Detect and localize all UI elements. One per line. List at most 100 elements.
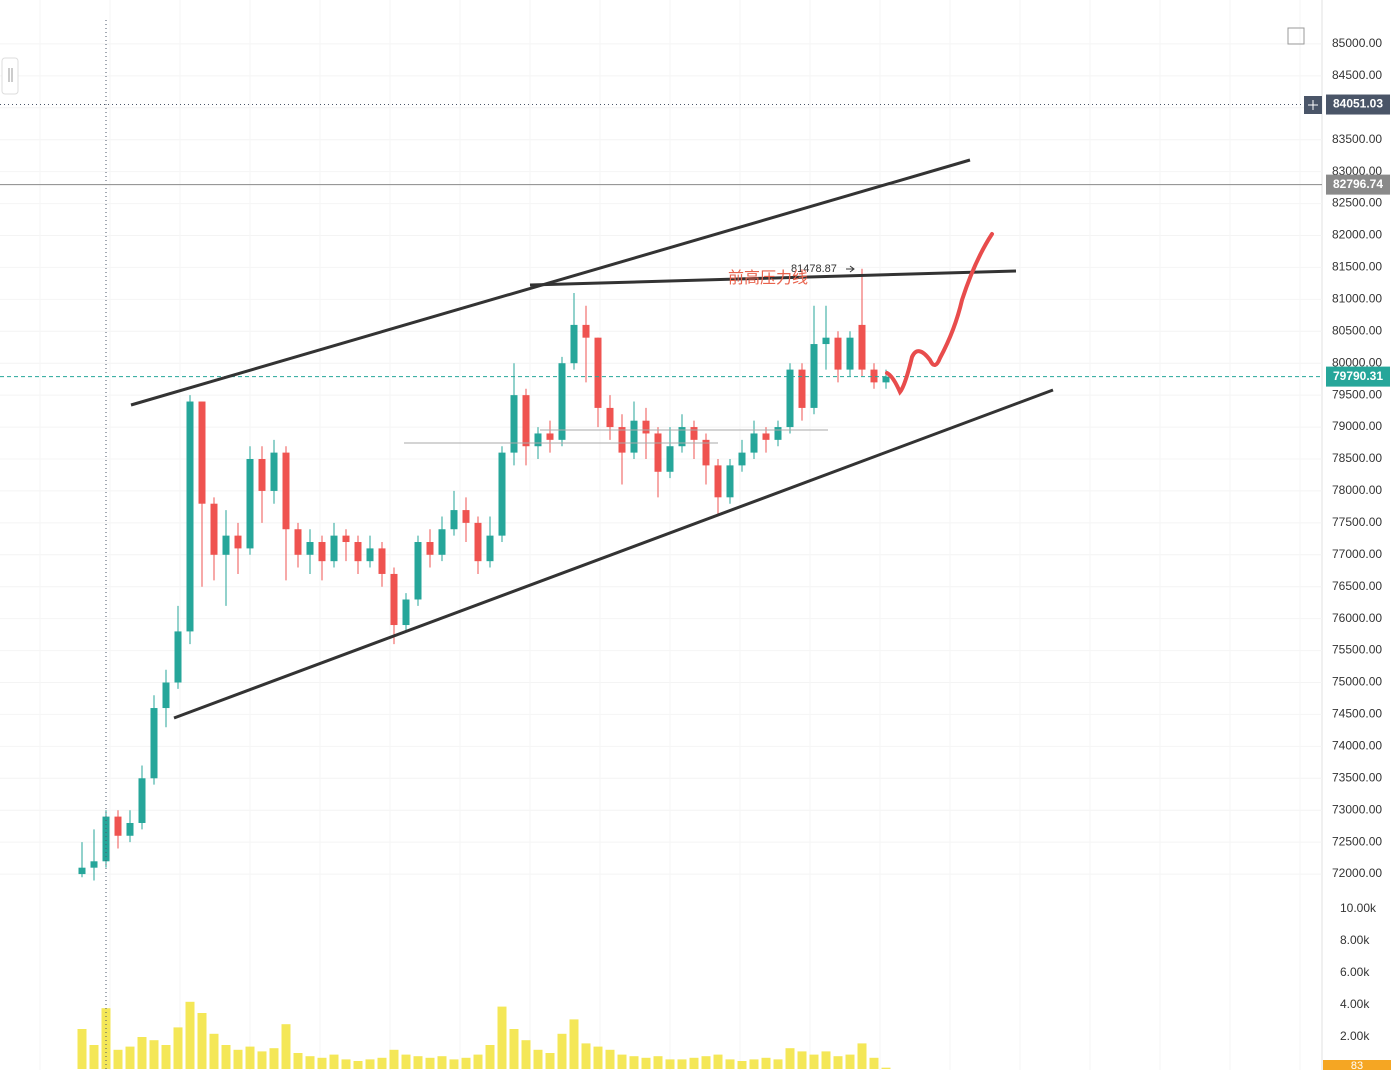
candle-body xyxy=(822,337,830,345)
plot: 81478.87 xyxy=(0,20,1322,1070)
volume-tick-label: 6.00k xyxy=(1340,965,1370,979)
volume-bar xyxy=(437,1056,447,1069)
price-label-box xyxy=(1326,366,1390,387)
candle-body xyxy=(522,395,530,447)
candle-body xyxy=(534,433,542,447)
volume-bar xyxy=(761,1057,771,1069)
candle-body xyxy=(378,548,386,574)
candle-body xyxy=(354,542,362,562)
candle-body xyxy=(546,433,554,440)
volume-bar xyxy=(257,1051,267,1069)
price-label-box xyxy=(1326,94,1390,115)
candle-body xyxy=(210,503,218,555)
price-label: 79790.31 xyxy=(1333,369,1383,383)
candle-body xyxy=(414,542,422,600)
candle-body xyxy=(450,510,458,530)
volume-bar xyxy=(425,1057,435,1069)
volume-bar xyxy=(485,1045,495,1069)
candle-body xyxy=(666,446,674,472)
volume-bar xyxy=(725,1059,735,1069)
volume-bar xyxy=(365,1059,375,1069)
y-tick-label: 82000.00 xyxy=(1332,228,1382,242)
volume-bar xyxy=(593,1046,603,1069)
volume-bar xyxy=(641,1057,651,1069)
y-tick-label: 74000.00 xyxy=(1332,739,1382,753)
annotation: 前高压力线 xyxy=(728,269,808,287)
candle-body xyxy=(162,682,170,709)
candle-body xyxy=(618,427,626,453)
candle-body xyxy=(486,535,494,562)
candle-body xyxy=(318,542,326,562)
candle-body xyxy=(630,420,638,453)
volume-bar xyxy=(221,1045,231,1069)
candle-body xyxy=(342,535,350,543)
candle-body xyxy=(114,816,122,836)
candle-body xyxy=(234,535,242,549)
price-label: 84051.03 xyxy=(1333,97,1383,111)
expand-button[interactable] xyxy=(1287,27,1305,45)
candle-body xyxy=(174,631,182,683)
candle-body xyxy=(306,542,314,555)
volume-bar xyxy=(509,1029,519,1069)
volume-bar xyxy=(617,1054,627,1069)
candle-body xyxy=(810,344,818,408)
candle-body xyxy=(390,573,398,626)
volume-bar xyxy=(401,1054,411,1069)
resistance-line xyxy=(529,269,1017,287)
candle-body xyxy=(462,510,470,523)
volume-bar xyxy=(629,1056,639,1069)
candle-body xyxy=(402,599,410,626)
y-tick-label: 80500.00 xyxy=(1332,323,1382,337)
candle-body xyxy=(606,407,614,428)
volume-bar xyxy=(293,1053,303,1069)
y-tick-label: 76500.00 xyxy=(1332,579,1382,593)
y-tick-label: 73500.00 xyxy=(1332,770,1382,784)
volume-bar xyxy=(701,1056,711,1069)
candle-body xyxy=(474,522,482,562)
volume-bar xyxy=(161,1045,171,1069)
volume-bar xyxy=(881,1067,891,1069)
volume-tick-label: 8.00k xyxy=(1340,933,1370,947)
candle-body xyxy=(738,452,746,466)
candle-body xyxy=(426,542,434,555)
candle-body xyxy=(834,337,842,370)
volume-bar xyxy=(101,1008,111,1069)
candle-body xyxy=(882,376,890,383)
candle-body xyxy=(126,822,134,836)
side-handle[interactable] xyxy=(1,57,19,95)
candle-body xyxy=(270,452,278,491)
volume-bar xyxy=(353,1061,363,1069)
volume-bar xyxy=(821,1051,831,1069)
y-tick-label: 78500.00 xyxy=(1332,451,1382,465)
volume-bar xyxy=(413,1056,423,1069)
volume-bar xyxy=(461,1057,471,1069)
volume-bar xyxy=(473,1054,483,1069)
volume-bar xyxy=(113,1049,123,1069)
candle-body xyxy=(726,465,734,498)
volume-tick-label: 2.00k xyxy=(1340,1029,1370,1043)
y-tick-label: 72000.00 xyxy=(1332,866,1382,880)
volume-bar xyxy=(653,1056,663,1069)
candle-body xyxy=(294,529,302,555)
volume-bar xyxy=(89,1045,99,1069)
arrow-head xyxy=(849,265,855,273)
volume-bar xyxy=(557,1033,567,1069)
high-label: 81478.87 xyxy=(791,263,837,275)
candle-body xyxy=(690,427,698,440)
y-tick-label: 84500.00 xyxy=(1332,68,1382,82)
volume-bar xyxy=(497,1006,507,1069)
candle-body xyxy=(498,452,506,536)
volume-bar xyxy=(377,1057,387,1069)
volume-bar xyxy=(845,1054,855,1069)
volume-bar xyxy=(245,1046,255,1069)
projection-path xyxy=(885,232,994,396)
candle-body xyxy=(846,337,854,370)
volume-bar xyxy=(125,1046,135,1069)
volume-bar xyxy=(665,1059,675,1069)
y-tick-label: 78000.00 xyxy=(1332,483,1382,497)
y-tick-label: 83000.00 xyxy=(1332,164,1382,178)
candle-body xyxy=(150,708,158,779)
candle-body xyxy=(438,529,446,555)
axis-labels: 72000.00 72500.00 73000.00 73500.00 74000.00… xyxy=(1323,36,1391,1070)
